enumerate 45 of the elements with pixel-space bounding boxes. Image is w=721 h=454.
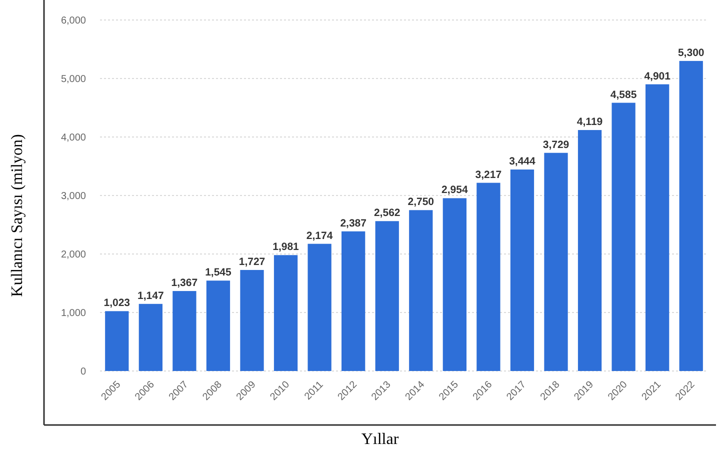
y-tick-label: 2,000: [60, 250, 86, 260]
y-tick-label: 3,000: [60, 191, 86, 202]
x-axis-title: Yıllar: [361, 431, 400, 448]
bar: [679, 60, 703, 371]
data-label: 2,954: [442, 184, 468, 196]
data-label: 1,147: [138, 290, 164, 302]
bar: [612, 102, 636, 371]
data-label: 1,023: [104, 297, 130, 310]
bar: [476, 182, 500, 371]
bar: [240, 270, 264, 371]
y-axis-title: Kullanıcı Sayısı (milyon): [9, 134, 26, 297]
data-label: 4,901: [644, 70, 671, 82]
y-tick-label: 0: [80, 366, 86, 378]
data-label: 1,981: [272, 241, 300, 254]
data-label: 3,729: [542, 138, 570, 151]
y-tick-label: 4,000: [60, 132, 86, 144]
bar: [172, 291, 196, 371]
bar: [578, 130, 602, 371]
data-label: 2,387: [340, 217, 367, 230]
data-label: 3,217: [475, 168, 502, 181]
data-label: 1,727: [238, 256, 266, 268]
data-label: 1,545: [205, 266, 232, 279]
bar: [206, 280, 230, 371]
y-tick-label: 1,000: [60, 308, 86, 319]
bar: [409, 210, 433, 371]
data-label: 1,367: [171, 277, 198, 290]
bar: [510, 170, 534, 371]
bar: [375, 221, 399, 371]
bar: [442, 198, 466, 371]
data-label: 5,300: [678, 46, 704, 59]
bar: [342, 231, 366, 371]
bar: [274, 255, 298, 371]
data-label: 2,750: [408, 196, 434, 208]
y-tick-label: 5,000: [60, 74, 86, 85]
bar: [105, 311, 129, 371]
data-label: 2,174: [306, 230, 333, 242]
bar: [138, 304, 162, 371]
data-label: 3,444: [509, 156, 536, 168]
data-label: 4,585: [610, 88, 637, 101]
data-label: 4,119: [576, 116, 603, 128]
bar: [544, 152, 568, 371]
data-label: 2,562: [374, 207, 400, 220]
bar: [646, 84, 670, 371]
y-tick-label: 6,000: [60, 16, 86, 26]
bar: [308, 244, 332, 371]
